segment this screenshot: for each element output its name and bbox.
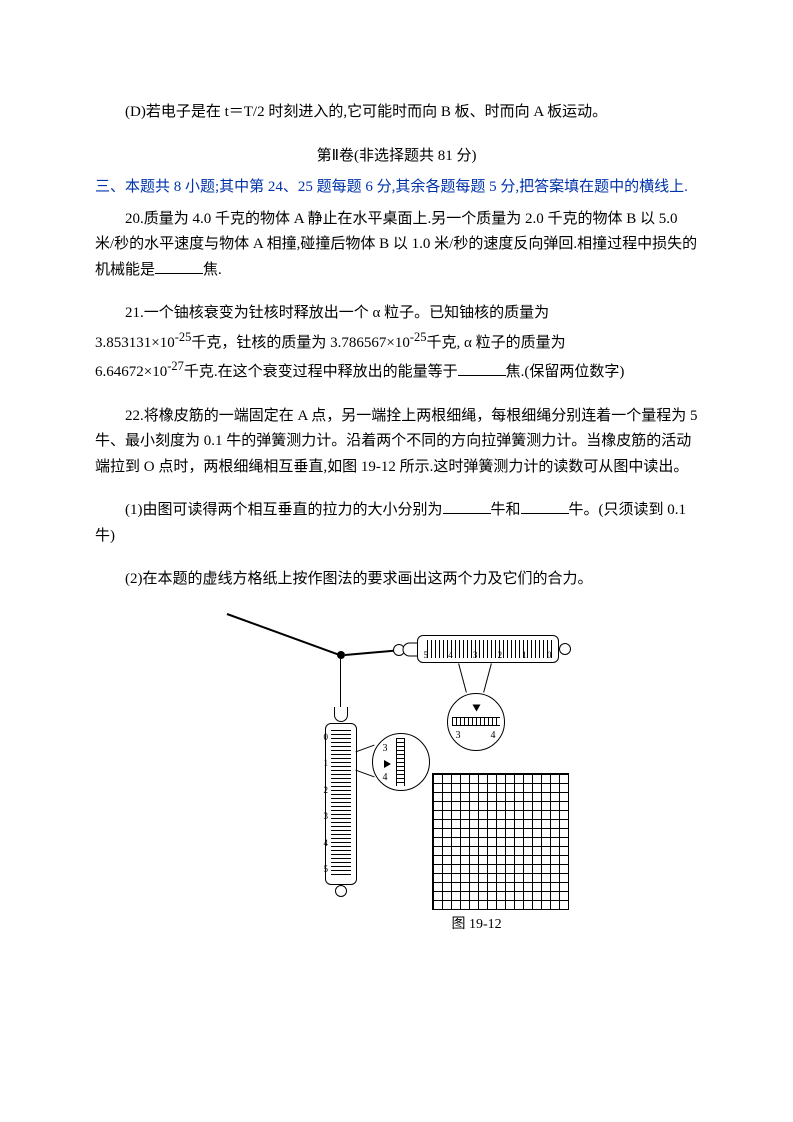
answer-grid (432, 773, 569, 910)
tick-num: 3 (473, 648, 478, 663)
option-d-text: (D)若电子是在 t＝T/2 时刻进入的,它可能时而向 B 板、时而向 A 板运… (95, 100, 698, 126)
ring-icon (335, 885, 347, 897)
scale-numbers: 0 1 2 3 4 5 (324, 724, 329, 884)
tick-num: 5 (424, 648, 429, 663)
question-22-p1: 22.将橡皮筋的一端固定在 A 点，另一端拴上两根细绳，每根细绳分别连着一个量程… (95, 404, 698, 481)
tick-num: 4 (324, 836, 329, 851)
tick-num: 0 (324, 730, 329, 745)
q21-exp3: -27 (167, 359, 184, 373)
q21-mass1-unit: 千克，钍核的质量为 3.786567×10 (191, 335, 409, 351)
ring-icon (559, 643, 571, 655)
tick-num: 2 (498, 648, 503, 663)
leader-line (355, 744, 374, 752)
leader-line (355, 769, 374, 777)
part2-title: 第Ⅱ卷(非选择题共 81 分) (95, 144, 698, 170)
blank-fill (443, 498, 491, 514)
zoom-num-bot: 4 (383, 769, 388, 786)
zoom-num-top: 3 (383, 740, 388, 757)
tick-num: 1 (522, 648, 527, 663)
question-21: 21.一个铀核衰变为钍核时释放出一个 α 粒子。已知铀核的质量为 3.85313… (95, 301, 698, 386)
pointer-icon (384, 760, 391, 768)
spring-scale-horizontal: 5 4 3 2 1 0 (417, 635, 559, 663)
leader-line (483, 663, 492, 692)
q21-mass3-tail: 千克.在这个衰变过程中释放出的能量等于 (184, 364, 458, 380)
hook-icon (334, 707, 348, 722)
section3-heading: 三、本题共 8 小题;其中第 24、25 题每题 6 分,其余各题每题 5 分,… (95, 175, 698, 201)
q22-p2a: (1)由图可读得两个相互垂直的拉力的大小分别为 (125, 502, 443, 518)
rubber-band (226, 613, 339, 656)
tick-num: 4 (448, 648, 453, 663)
q22-p2b: 牛和 (491, 502, 521, 518)
zoom-ticks (396, 738, 405, 786)
tick-num: 1 (324, 756, 329, 771)
zoom-vertical-reading: 3 4 (372, 733, 430, 791)
figure-caption: 图 19-12 (452, 913, 502, 937)
q20-suffix: 焦. (203, 262, 222, 278)
zoom-num-left: 3 (456, 727, 461, 744)
string-vertical (340, 659, 342, 709)
spring-scale-vertical: 0 1 2 3 4 5 (325, 723, 357, 885)
hook-icon (402, 642, 417, 656)
q21-mass1-coef: 3.853131×10 (95, 335, 175, 351)
knot-o (337, 651, 345, 659)
tick-num: 5 (324, 862, 329, 877)
string-horizontal (344, 649, 394, 655)
pointer-icon (473, 704, 481, 711)
q21-line1: 21.一个铀核衰变为钍核时释放出一个 α 粒子。已知铀核的质量为 (95, 301, 549, 327)
scale-numbers: 5 4 3 2 1 0 (418, 648, 558, 663)
exam-page: (D)若电子是在 t＝T/2 时刻进入的,它可能时而向 B 板、时而向 A 板运… (0, 0, 793, 1053)
blank-fill (521, 498, 569, 514)
q21-suffix: 焦.(保留两位数字) (506, 364, 625, 380)
q21-mass3-coef: 6.64672×10 (95, 364, 167, 380)
tick-num: 0 (547, 648, 552, 663)
zoom-num-right: 4 (491, 727, 496, 744)
leader-line (458, 663, 467, 692)
question-20: 20.质量为 4.0 千克的物体 A 静止在水平桌面上.另一个质量为 2.0 千… (95, 207, 698, 284)
q21-exp1: -25 (175, 330, 192, 344)
blank-fill (155, 258, 203, 274)
figure-19-12: 5 4 3 2 1 0 0 1 2 3 4 5 (217, 613, 577, 993)
tick-num: 2 (324, 783, 329, 798)
zoom-horizontal-reading: 3 4 (447, 693, 505, 751)
question-22-p3: (2)在本题的虚线方格纸上按作图法的要求画出这两个力及它们的合力。 (95, 567, 698, 593)
q21-mass2-tail: 千克, α 粒子的质量为 (427, 335, 566, 351)
scale-ticks (331, 730, 351, 878)
zoom-ticks (452, 717, 500, 726)
q21-exp2: -25 (410, 330, 427, 344)
question-22-p2: (1)由图可读得两个相互垂直的拉力的大小分别为牛和牛。(只须读到 0.1 牛) (95, 498, 698, 549)
tick-num: 3 (324, 809, 329, 824)
blank-fill (458, 360, 506, 376)
